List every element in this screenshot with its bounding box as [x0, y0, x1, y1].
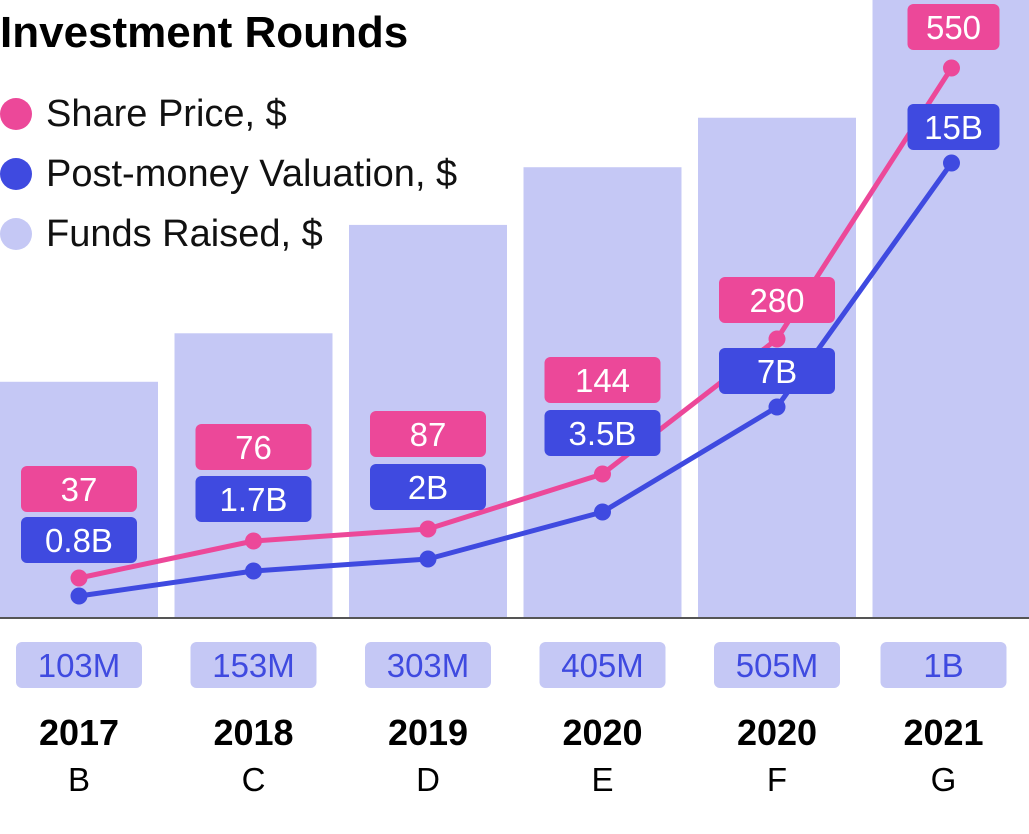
valuation-point: [70, 587, 88, 605]
valuation-label-box: [544, 410, 661, 456]
funds-raised-label-box: [365, 642, 491, 688]
legend-label-funds-raised: Funds Raised, $: [46, 212, 323, 255]
share-price-label: 76: [195, 424, 312, 470]
x-tick-year: 2018: [213, 712, 293, 753]
funds-raised-label-text: 303M: [387, 647, 470, 684]
funds-raised-label: 153M: [190, 642, 317, 688]
share-price-label: 144: [544, 357, 661, 403]
valuation-label-text: 3.5B: [569, 415, 637, 452]
share-price-label-box: [907, 4, 1000, 50]
share-price-label-box: [195, 424, 312, 470]
valuation-label-box: [195, 476, 312, 522]
x-tick-year: 2021: [903, 712, 983, 753]
valuation-label-text: 15B: [924, 109, 983, 146]
funds-raised-label: 1B: [880, 642, 1007, 688]
x-tick-round: B: [68, 761, 90, 798]
share-price-label-text: 550: [926, 9, 981, 46]
share-price-label-text: 280: [749, 282, 804, 319]
valuation-label: 0.8B: [21, 517, 137, 563]
funds-raised-label-text: 405M: [561, 647, 644, 684]
x-tick-year: 2017: [39, 712, 119, 753]
x-tick-round: C: [242, 761, 266, 798]
share-price-label: 280: [719, 277, 835, 323]
share-price-label-text: 37: [61, 471, 98, 508]
funds-raised-label: 405M: [539, 642, 666, 688]
legend: Share Price, $ Post-money Valuation, $ F…: [0, 84, 457, 264]
share-price-point: [70, 569, 88, 587]
valuation-label-text: 0.8B: [45, 522, 113, 559]
bar-funds-raised: [872, 0, 1029, 618]
x-axis-labels: 2017 B 2018 C 2019 D 2020 E 2020 F 2021 G: [39, 712, 984, 798]
share-price-point: [594, 465, 611, 483]
valuation-label-box: [719, 348, 835, 394]
share-price-label: 550: [907, 4, 1000, 50]
funds-raised-label: 303M: [365, 642, 491, 688]
funds-raised-label-text: 1B: [923, 647, 963, 684]
value-labels: 37 0.8B 76 1.7B 87 2B 144 3.5B 280 7B 550 15B 103M 15…: [16, 4, 1007, 688]
funds-raised-label-box: [714, 642, 840, 688]
share-price-point: [419, 520, 437, 538]
legend-item-share-price: Share Price, $: [0, 84, 457, 144]
valuation-point: [245, 562, 262, 580]
funds-raised-label-box: [190, 642, 317, 688]
share-price-label: 87: [370, 411, 486, 457]
valuation-label: 2B: [370, 464, 486, 510]
share-price-label-box: [370, 411, 486, 457]
valuation-point: [943, 154, 960, 172]
valuation-point: [768, 398, 786, 416]
valuation-point: [419, 550, 437, 568]
funds-raised-label: 103M: [16, 642, 142, 688]
legend-swatch-funds-raised: [0, 218, 32, 250]
x-tick-year: 2019: [388, 712, 468, 753]
legend-item-valuation: Post-money Valuation, $: [0, 144, 457, 204]
x-tick-round: F: [767, 761, 787, 798]
share-price-label-text: 76: [235, 429, 272, 466]
valuation-label-box: [370, 464, 486, 510]
valuation-label: 15B: [907, 104, 1000, 150]
valuation-label: 7B: [719, 348, 835, 394]
funds-raised-label-box: [16, 642, 142, 688]
share-price-label-text: 144: [575, 362, 630, 399]
valuation-label: 3.5B: [544, 410, 661, 456]
funds-raised-label-box: [880, 642, 1007, 688]
share-price-point: [943, 59, 960, 77]
valuation-label-text: 1.7B: [220, 481, 288, 518]
share-price-label: 37: [21, 466, 137, 512]
share-price-point: [768, 330, 786, 348]
funds-raised-label-text: 153M: [212, 647, 295, 684]
funds-raised-label-text: 103M: [38, 647, 121, 684]
x-tick-year: 2020: [737, 712, 817, 753]
funds-raised-label: 505M: [714, 642, 840, 688]
valuation-label-box: [21, 517, 137, 563]
share-price-label-text: 87: [410, 416, 447, 453]
legend-label-valuation: Post-money Valuation, $: [46, 152, 458, 195]
legend-swatch-valuation: [0, 158, 32, 190]
x-tick-round: E: [591, 761, 613, 798]
x-tick-round: D: [416, 761, 440, 798]
x-tick-year: 2020: [562, 712, 642, 753]
share-price-point: [245, 532, 262, 550]
valuation-label-box: [907, 104, 1000, 150]
valuation-label-text: 7B: [757, 353, 797, 390]
valuation-point: [594, 503, 611, 521]
share-price-label-box: [544, 357, 661, 403]
valuation-label: 1.7B: [195, 476, 312, 522]
chart-title: Investment Rounds: [0, 8, 409, 57]
legend-swatch-share-price: [0, 98, 32, 130]
share-price-label-box: [21, 466, 137, 512]
funds-raised-label-box: [539, 642, 666, 688]
legend-item-funds-raised: Funds Raised, $: [0, 204, 457, 264]
legend-label-share-price: Share Price, $: [46, 92, 287, 135]
x-tick-round: G: [931, 761, 957, 798]
share-price-label-box: [719, 277, 835, 323]
funds-raised-label-text: 505M: [736, 647, 819, 684]
valuation-label-text: 2B: [408, 469, 448, 506]
